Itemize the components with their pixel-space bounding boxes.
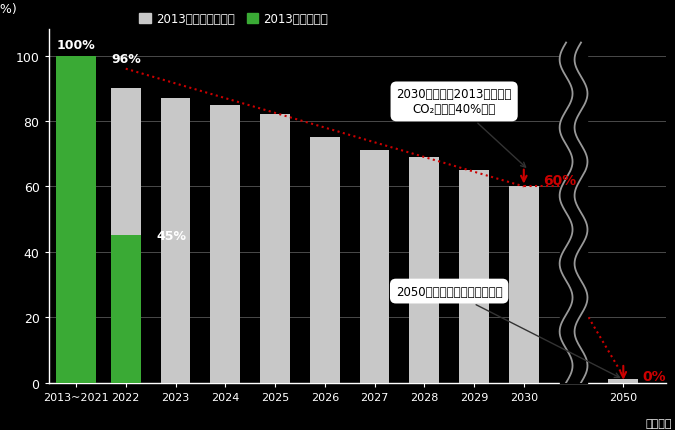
Bar — [360, 151, 389, 383]
Bar — [111, 236, 140, 383]
Text: 100%: 100% — [57, 39, 95, 52]
Bar — [56, 56, 96, 383]
Bar — [161, 99, 190, 383]
Text: 0%: 0% — [642, 369, 666, 383]
Bar — [211, 105, 240, 383]
Bar — [608, 380, 639, 383]
Bar — [409, 158, 439, 383]
Bar — [260, 115, 290, 383]
Text: 60%: 60% — [543, 173, 576, 187]
Text: （年度）: （年度） — [645, 418, 672, 428]
Bar — [509, 187, 539, 383]
Legend: 2013年度比削減目標, 2013年度比実績: 2013年度比削減目標, 2013年度比実績 — [135, 8, 333, 31]
Text: 2030年までに2013年度比で
CO₂排出量40%削減: 2030年までに2013年度比で CO₂排出量40%削減 — [396, 88, 526, 168]
Text: 96%: 96% — [111, 53, 140, 66]
Text: 45%: 45% — [157, 230, 186, 243]
Text: (%): (%) — [0, 3, 18, 16]
Bar — [459, 171, 489, 383]
Bar — [310, 138, 340, 383]
Bar — [111, 89, 140, 383]
Text: 2050年カーボンニュートラル: 2050年カーボンニュートラル — [396, 285, 620, 378]
Bar — [56, 56, 96, 383]
